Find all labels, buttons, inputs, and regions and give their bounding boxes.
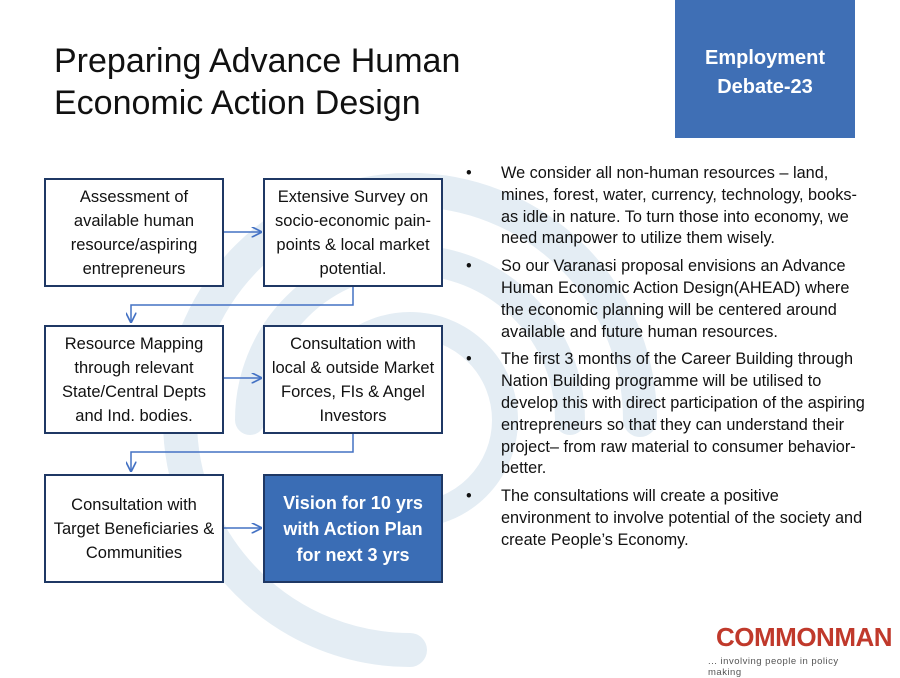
logo-tagline: ... involving people in policy making [708,656,839,678]
bullet-text: So our Varanasi proposal envisions an Ad… [501,257,850,341]
flow-box-resource-mapping: Resource Mapping through relevant State/… [44,325,224,434]
bullet-item: • The first 3 months of the Career Buildi… [466,349,866,480]
bullet-marker: • [466,257,472,276]
bullet-marker: • [466,487,472,506]
title-line-1: Preparing Advance Human [54,42,461,80]
slide-title: Preparing Advance Human Economic Action … [54,40,654,124]
badge-line-1: Employment [704,47,826,69]
badge-line-2: Debate-23 [717,76,813,98]
logo-wordmark: COMMONMAN [716,622,893,652]
flow-box-survey: Extensive Survey on socio-economic pain-… [263,178,443,287]
employment-debate-badge: Employment Debate-23 [675,0,855,138]
flow-box-vision: Vision for 10 yrs with Action Plan for n… [263,474,443,583]
bullet-item: • We consider all non-human resources – l… [466,163,866,250]
bullet-marker: • [466,164,472,182]
bullet-list: • We consider all non-human resources – l… [466,163,866,558]
flow-box-market-consultation: Consultation with local & outside Market… [263,325,443,434]
flow-box-text: Extensive Survey on socio-economic pain-… [275,187,431,278]
bullet-text: The first 3 months of the Career Buildin… [501,350,865,478]
flow-box-text: Vision for 10 yrs with Action Plan for n… [283,492,423,565]
bullet-text: The consultations will create a positive… [501,487,863,549]
flow-box-text: Consultation with local & outside Market… [271,334,435,425]
flow-box-assessment: Assessment of available human resource/a… [44,178,224,287]
commonman-logo: COMMONMAN ... involving people in policy… [706,618,893,678]
flow-box-text: Consultation with Target Beneficiaries &… [53,495,215,562]
bullet-item: • The consultations will create a positiv… [466,486,866,551]
title-line-2: Economic Action Design [54,84,421,122]
bullet-text: We consider all non-human resources – la… [501,164,857,248]
bullet-item: • So our Varanasi proposal envisions an A… [466,256,866,343]
flow-box-text: Resource Mapping through relevant State/… [62,334,206,425]
flow-box-text: Assessment of available human resource/a… [70,187,198,278]
bullet-marker: • [466,350,472,369]
flow-box-beneficiary-consultation: Consultation with Target Beneficiaries &… [44,474,224,583]
